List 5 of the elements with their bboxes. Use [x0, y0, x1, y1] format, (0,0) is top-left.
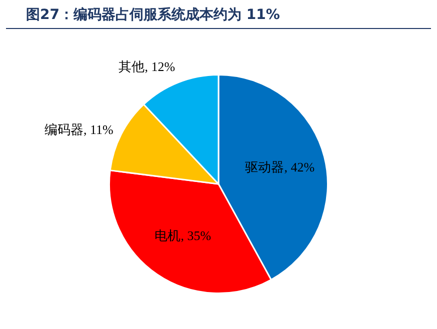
slice-label: 驱动器, 42% — [245, 160, 315, 175]
slice-label: 其他, 12% — [118, 59, 176, 74]
chart-title: 图27：编码器占伺服系统成本约为 11% — [6, 0, 431, 29]
slice-label: 电机, 35% — [154, 228, 212, 243]
slice-label: 编码器, 11% — [44, 122, 114, 137]
